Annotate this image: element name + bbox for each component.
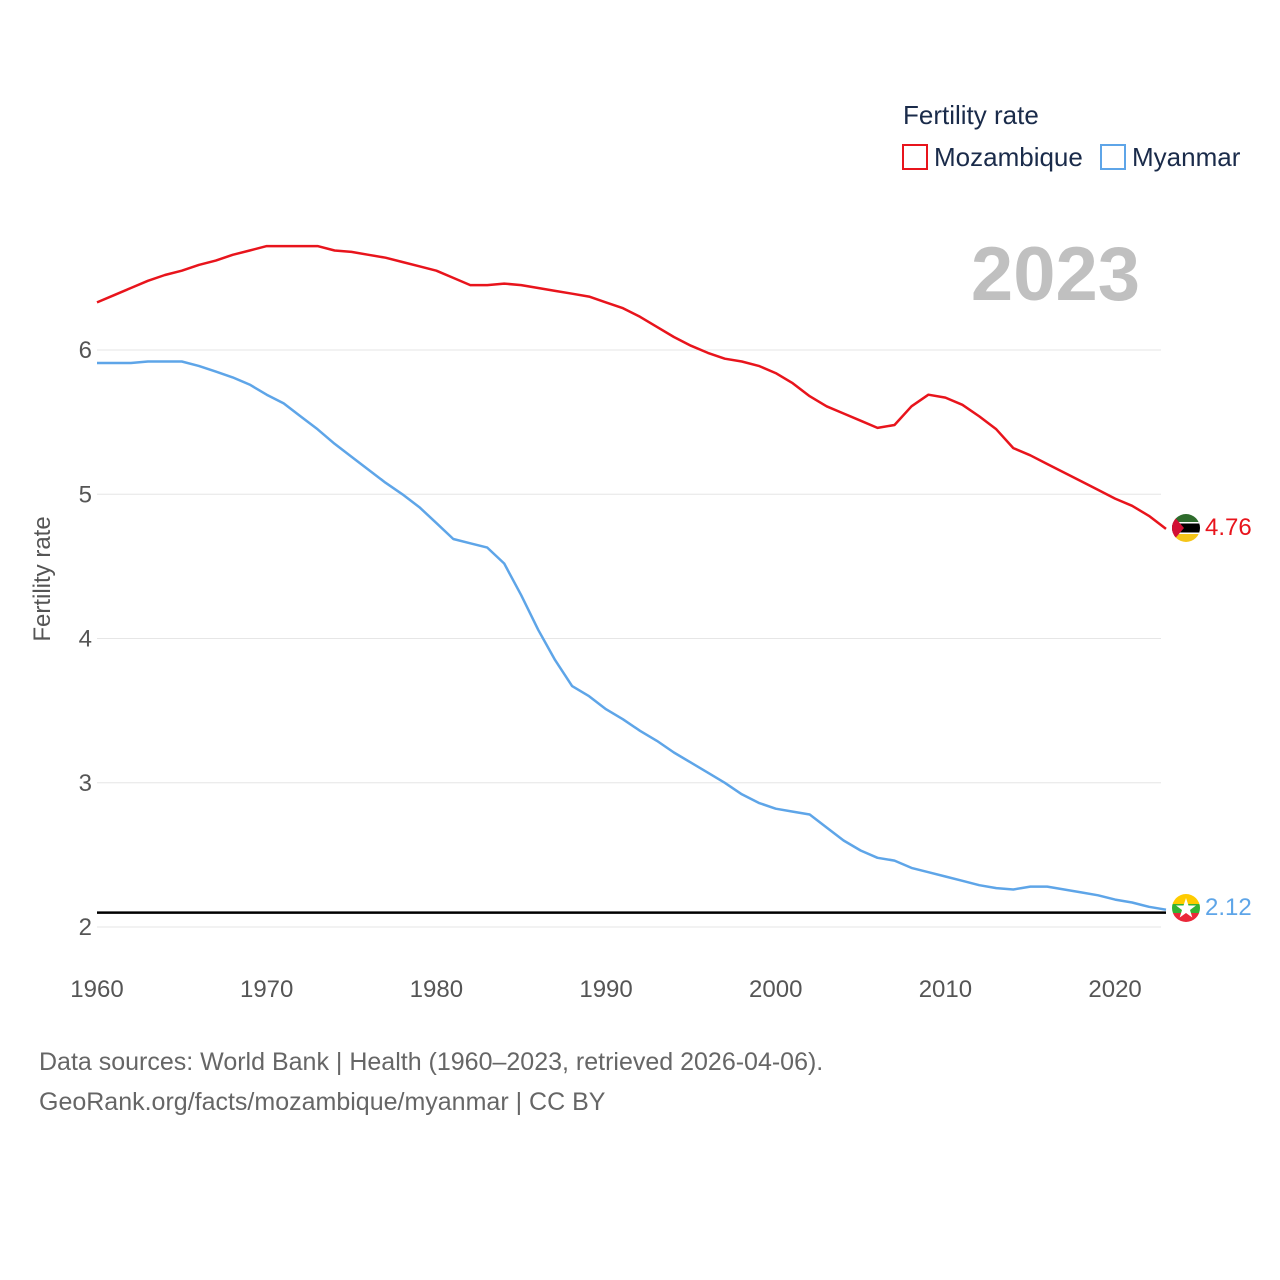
legend-title: Fertility rate <box>903 100 1039 130</box>
x-tick-label: 1990 <box>579 976 632 1003</box>
footer: Data sources: World Bank | Health (1960–… <box>39 1042 823 1122</box>
legend-label-mozambique: Mozambique <box>934 142 1083 172</box>
legend-swatch-myanmar <box>1100 144 1126 170</box>
x-tick-label: 1980 <box>410 976 463 1003</box>
y-tick-label: 4 <box>79 626 92 653</box>
footer-attribution[interactable]: GeoRank.org/facts/mozambique/myanmar | C… <box>39 1088 606 1116</box>
grid-layer <box>97 349 1161 928</box>
legend-label-myanmar: Myanmar <box>1132 142 1241 172</box>
year-label: 2023 <box>971 232 1140 317</box>
series-line-myanmar[interactable] <box>97 360 1167 911</box>
legend-item-mozambique[interactable]: Mozambique <box>902 142 1083 172</box>
end-label-mozambique: 4.76 <box>1205 514 1252 541</box>
x-tick-label: 2000 <box>749 976 802 1003</box>
y-tick-label: 3 <box>79 770 92 797</box>
mozambique-flag-icon <box>1172 514 1200 542</box>
footer-sources: Data sources: World Bank | Health (1960–… <box>39 1048 824 1076</box>
x-tick-label: 1960 <box>70 976 123 1003</box>
myanmar-flag-icon <box>1172 894 1200 922</box>
x-tick-labels: 1960 1970 1980 1990 2000 2010 2020 <box>70 976 1141 1003</box>
x-tick-label: 2010 <box>919 976 972 1003</box>
y-tick-label: 5 <box>79 481 92 508</box>
y-tick-label: 6 <box>79 337 92 364</box>
x-tick-label: 2020 <box>1088 976 1141 1003</box>
legend-item-myanmar[interactable]: Myanmar <box>1100 142 1241 172</box>
y-tick-labels: 2 3 4 5 6 <box>79 337 92 941</box>
y-tick-label: 2 <box>79 914 92 941</box>
series-line-mozambique[interactable] <box>96 244 1167 530</box>
x-tick-label: 1970 <box>240 976 293 1003</box>
end-label-myanmar: 2.12 <box>1205 894 1252 921</box>
legend-swatch-mozambique <box>902 144 928 170</box>
y-axis-title: Fertility rate <box>29 516 56 641</box>
